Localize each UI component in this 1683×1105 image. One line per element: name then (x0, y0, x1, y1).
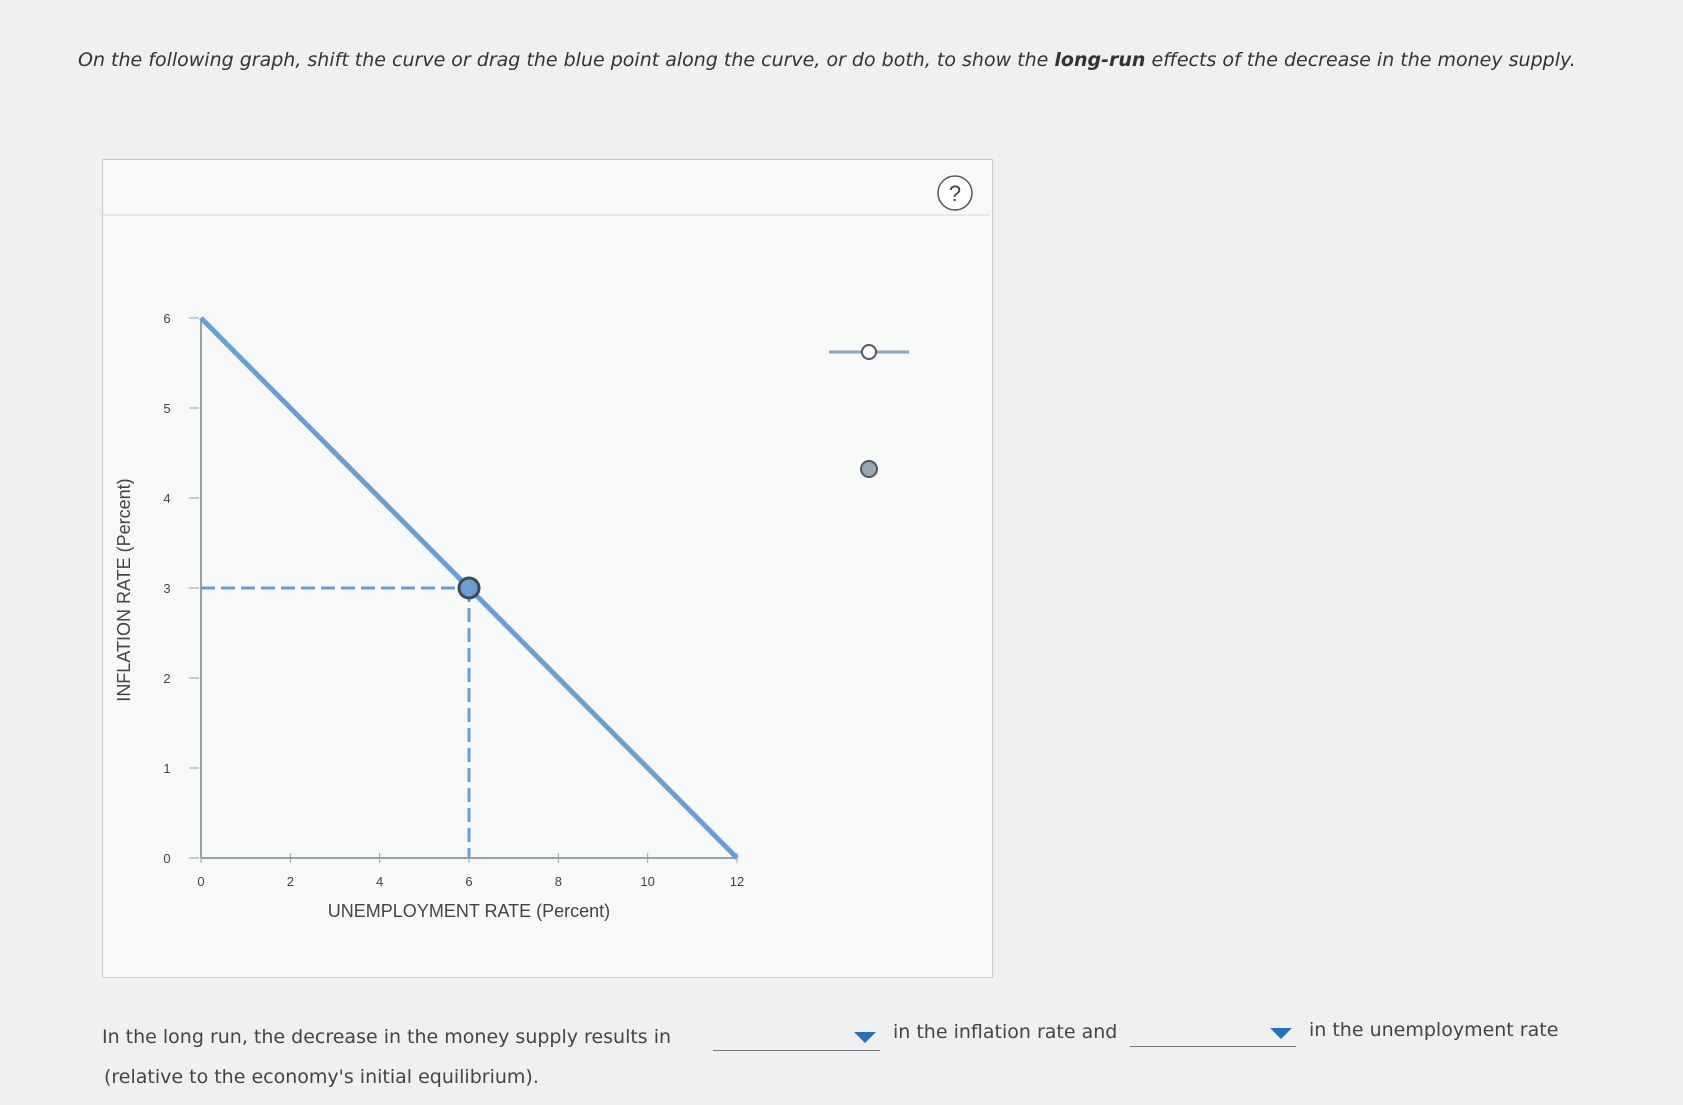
point-tool-handle[interactable] (860, 460, 878, 478)
x-tick-label: 0 (197, 874, 204, 889)
curve-tool-handle[interactable] (861, 344, 877, 360)
x-tick-label: 8 (555, 874, 562, 889)
y-tick-label: 3 (163, 581, 170, 596)
instruction-bold: long-run (1054, 49, 1146, 71)
instruction: On the following graph, shift the curve … (78, 40, 1618, 80)
question-text: In the long run, the decrease in the mon… (102, 1026, 672, 1048)
graph-panel (102, 159, 993, 978)
y-tick-label: 6 (163, 311, 170, 326)
dropdown[interactable] (1130, 1020, 1296, 1047)
point-tool[interactable] (860, 460, 878, 478)
y-axis-label: INFLATION RATE (Percent) (114, 478, 134, 701)
help-circle[interactable] (937, 175, 973, 211)
x-tick-label: 2 (287, 874, 294, 889)
instruction-text: effects of the decrease in the money sup… (1151, 49, 1576, 71)
y-tick-label: 4 (163, 491, 170, 506)
y-tick-label: 1 (163, 761, 170, 776)
x-tick-label: 10 (640, 874, 654, 889)
equilibrium-point[interactable] (457, 576, 481, 600)
y-tick-label: 5 (163, 401, 170, 416)
help-button[interactable]: ? (937, 175, 973, 211)
question-text: in the inflation rate and (893, 1021, 1118, 1043)
instruction-text: On the following graph, shift the curve … (78, 49, 1049, 71)
curve-tool[interactable] (829, 344, 909, 360)
x-axis-label: UNEMPLOYMENT RATE (Percent) (328, 901, 610, 921)
y-tick-label: 2 (163, 671, 170, 686)
help-label[interactable]: ? (949, 181, 961, 206)
dropdown-arrow[interactable] (854, 1032, 876, 1044)
y-tick-label: 0 (163, 851, 170, 866)
dropdown-arrow[interactable] (1270, 1028, 1292, 1040)
x-tick-label: 4 (376, 874, 383, 889)
x-tick-label: 12 (730, 874, 744, 889)
dropdown[interactable] (713, 1024, 880, 1051)
question-text: in the unemployment rate (1309, 1019, 1559, 1041)
question-text: (relative to the economy's initial equil… (104, 1066, 539, 1088)
x-tick-label: 6 (465, 874, 472, 889)
